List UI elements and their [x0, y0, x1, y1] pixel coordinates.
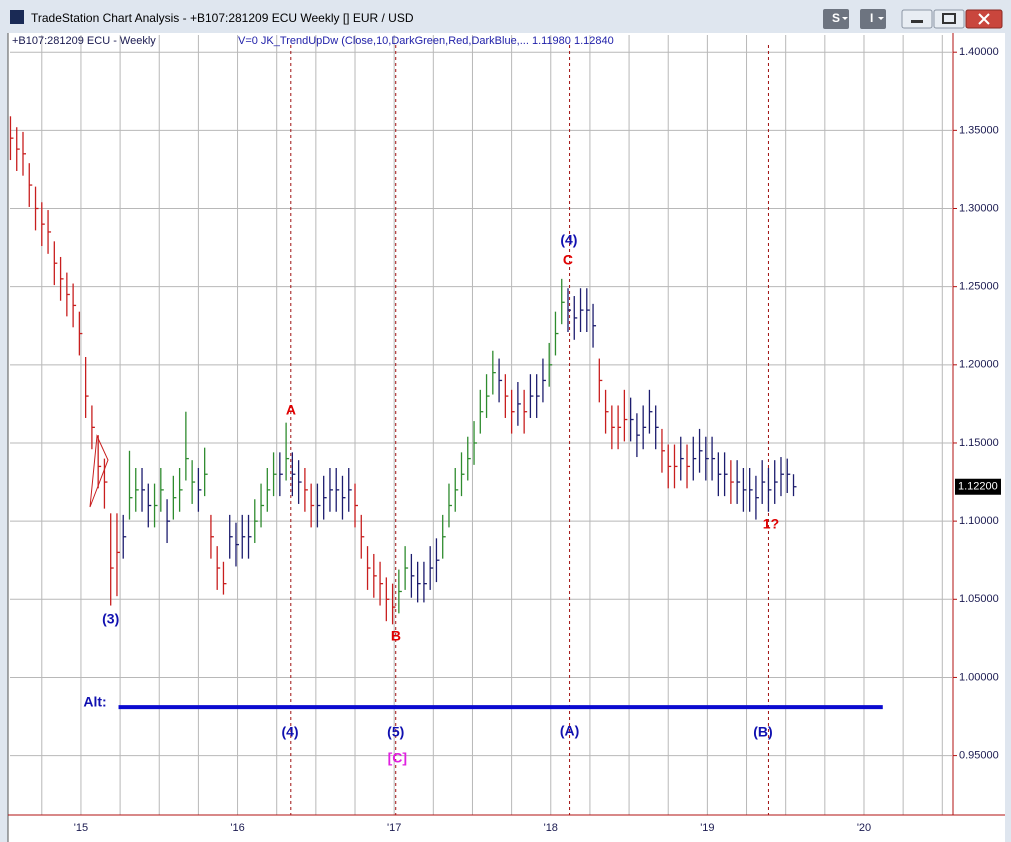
x-tick-label: '20 [857, 822, 871, 834]
wave-label: (4) [281, 723, 298, 739]
i-button-label[interactable]: I [870, 11, 873, 25]
y-tick-label: 1.30000 [959, 202, 999, 214]
y-tick-label: 1.05000 [959, 593, 999, 605]
wave-label: (B) [753, 723, 772, 739]
y-tick-label: 1.00000 [959, 671, 999, 683]
x-tick-label: '17 [387, 822, 401, 834]
y-tick-label: 0.95000 [959, 750, 999, 762]
symbol-label: +B107:281209 ECU - Weekly [12, 35, 156, 47]
close-icon [978, 13, 990, 25]
last-price-label: 1.12200 [958, 481, 998, 493]
last-price-box [955, 478, 1001, 495]
y-tick-label: 1.35000 [959, 124, 999, 136]
wave-label: [C] [388, 749, 407, 765]
y-tick-label: 1.10000 [959, 515, 999, 527]
wave-label: C [563, 252, 573, 268]
chart-area [8, 33, 1005, 842]
y-tick-label: 1.40000 [959, 46, 999, 58]
wave-label: (4) [560, 232, 577, 248]
x-tick-label: '15 [74, 822, 88, 834]
maximize-button[interactable] [933, 9, 965, 29]
maximize-icon [942, 13, 956, 24]
dropdown-arrow [842, 17, 848, 20]
x-tick-label: '16 [230, 822, 244, 834]
y-tick-label: 1.25000 [959, 281, 999, 293]
wave-label: 1? [763, 516, 779, 532]
wave-label: B [391, 628, 401, 644]
window-title: TradeStation Chart Analysis - +B107:2812… [31, 11, 414, 25]
s-button[interactable] [823, 9, 849, 29]
minimize-button[interactable] [901, 9, 933, 29]
app-icon [10, 10, 24, 24]
wave-label: (3) [102, 611, 119, 627]
y-tick-label: 1.15000 [959, 437, 999, 449]
wave-label: (A) [560, 723, 579, 739]
plot: '15 '16 '17 '18 '19 '20 0.95000 1.00000 1.05000 1… [9, 35, 1001, 834]
indicator-label: V=0 JK_TrendUpDw (Close,10,DarkGreen,Red… [238, 35, 614, 47]
minimize-icon [911, 20, 923, 23]
x-tick-label: '18 [544, 822, 558, 834]
y-tick-label: 1.20000 [959, 359, 999, 371]
i-button[interactable] [860, 9, 886, 29]
dropdown-arrow [878, 17, 884, 20]
triangle-pattern [89, 434, 109, 508]
wave-label: A [286, 402, 296, 418]
x-tick-label: '19 [700, 822, 714, 834]
wave-label: Alt: [83, 693, 106, 709]
wave-label: (5) [387, 723, 404, 739]
s-button-label[interactable]: S [832, 11, 840, 25]
